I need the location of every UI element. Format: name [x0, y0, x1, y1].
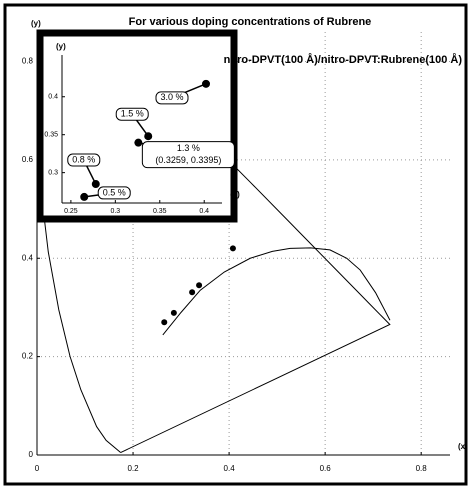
chart-title: nitro-DPVT(100 Å)/nitro-DPVT:Rubrene(100…: [224, 53, 463, 66]
x-tick-label: 0: [35, 464, 40, 473]
y-axis-label: (y): [56, 42, 66, 51]
point-label: 3.0 %: [160, 92, 183, 102]
x-tick-label: 0.8: [416, 464, 428, 473]
value-label: (0.3259, 0.3395): [155, 155, 221, 165]
x-tick-label: 0.25: [64, 208, 78, 215]
point-label: 1.5 %: [121, 109, 144, 119]
point-label: 0.8 %: [72, 154, 95, 164]
y-tick-label: 0.8: [22, 57, 34, 66]
data-point: [189, 289, 196, 296]
data-point: [170, 309, 177, 316]
y-tick-label: 0: [29, 450, 34, 459]
y-tick-label: 0.35: [44, 132, 58, 139]
data-point: [202, 79, 210, 88]
x-tick-label: 0.2: [127, 464, 139, 473]
inset-plot: 0.25 0.3 0.35 0.4 0.3 0.35 0.4 (x) (y) 0.5 % 0.8 %…: [36, 29, 463, 223]
arc-curve: [162, 247, 391, 336]
label-box: [155, 91, 189, 105]
data-point: [196, 282, 203, 289]
chart-title: For various doping concentrations of Rub…: [129, 16, 372, 28]
label-box: [115, 107, 149, 121]
y-tick-label: 0.4: [48, 94, 58, 101]
y-tick-label: 0.4: [22, 253, 34, 262]
data-point: [161, 319, 168, 326]
data-point: [91, 180, 100, 189]
data-point: [144, 132, 153, 141]
y-tick-label: 0.3: [48, 169, 58, 176]
x-axis-label: (x): [458, 442, 468, 451]
y-tick-label: 0.6: [22, 155, 34, 164]
x-tick-label: 0.3: [110, 208, 120, 215]
label-box: [97, 186, 131, 200]
data-point: [80, 192, 89, 201]
data-point: [134, 138, 143, 147]
x-tick-label: 0.4: [199, 208, 209, 215]
point-label: 1.3 %: [177, 143, 200, 153]
x-axis-label: (x): [230, 190, 240, 199]
label-box: [67, 153, 101, 167]
data-point: [229, 245, 236, 252]
x-tick-label: 0.35: [153, 208, 167, 215]
y-tick-label: 0.2: [22, 352, 34, 361]
point-label: 0.5 %: [103, 187, 126, 197]
label-box: [141, 141, 235, 169]
inset-background: [36, 29, 238, 223]
y-axis-label: (y): [31, 19, 41, 28]
x-tick-label: 0.4: [224, 464, 236, 473]
x-tick-label: 0.6: [320, 464, 332, 473]
